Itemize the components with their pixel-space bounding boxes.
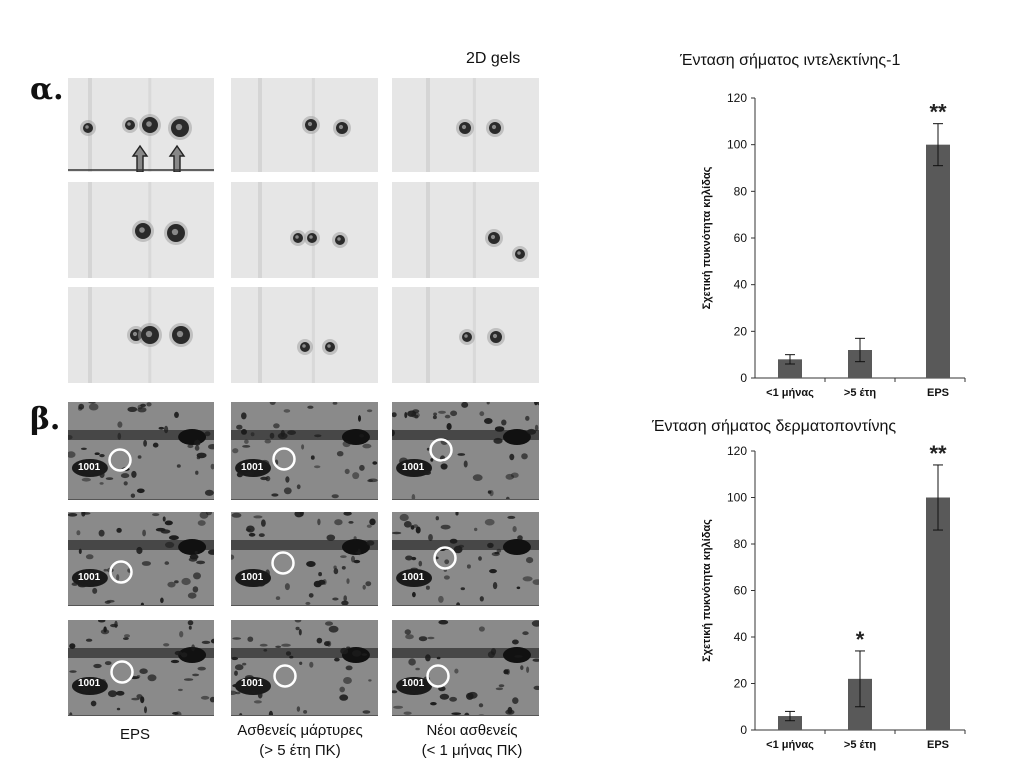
error-bar <box>933 123 943 167</box>
chart-intelectin: 0 20 40 60 80 100 120 <1 μήνας >5 έτη EPS ** Σχετικ… <box>701 91 966 399</box>
y-tick-label: 80 <box>734 537 748 551</box>
error-bar <box>855 650 865 708</box>
gel-panel-alpha <box>68 78 214 172</box>
bar <box>926 144 950 378</box>
x-category-label: EPS <box>927 739 949 751</box>
gel-panel-alpha <box>231 287 378 383</box>
y-tick-label: 120 <box>727 444 747 458</box>
gel-panel-alpha <box>68 182 214 278</box>
gel-panel-alpha <box>68 287 214 383</box>
gel-panel-beta <box>68 402 214 500</box>
arrow-up-icon <box>168 144 186 172</box>
y-tick-label: 60 <box>734 231 748 245</box>
y-tick-label: 20 <box>734 677 748 691</box>
col-label-eps: EPS <box>119 726 150 743</box>
spot-highlight-circle <box>433 546 457 570</box>
spot-id-label: 1001 <box>241 572 264 583</box>
error-bar <box>855 337 865 363</box>
spot-id-label: 1001 <box>402 678 425 689</box>
bar <box>926 497 950 730</box>
bar <box>778 716 802 730</box>
gel-panel-beta <box>231 512 378 606</box>
section-a-label: α. <box>30 72 64 107</box>
y-tick-label: 40 <box>734 278 748 292</box>
y-tick-label: 100 <box>727 138 747 152</box>
gel-panel-beta <box>392 512 539 606</box>
col-label-controls-line2: (> 5 έτη ΠΚ) <box>259 742 341 759</box>
chart1-title: Ένταση σήματος ιντελεκτίνης-1 <box>680 52 901 69</box>
significance-marker: ** <box>929 100 947 125</box>
gel-panel-alpha <box>392 182 539 278</box>
y-tick-label: 0 <box>740 723 747 737</box>
significance-marker: ** <box>929 441 947 466</box>
gel-panel-alpha <box>392 78 539 172</box>
spot-highlight-circle <box>429 438 453 462</box>
col-label-new-line1: Νέοι ασθενείς <box>426 722 518 739</box>
gel-panel-beta <box>68 620 214 716</box>
gel-panel-beta <box>392 402 539 500</box>
spot-highlight-circle <box>110 660 134 684</box>
spot-highlight-circle <box>426 664 450 688</box>
y-axis-label: Σχετική πυκνότητα κηλίδας <box>701 166 713 309</box>
spot-id-label: 1001 <box>241 462 264 473</box>
bar <box>778 359 802 378</box>
col-label-controls-line1: Ασθενείς μάρτυρες <box>237 722 363 739</box>
spot-id-label: 1001 <box>402 572 425 583</box>
error-bar <box>785 354 795 365</box>
gel-panel-beta <box>68 512 214 606</box>
chart2-title: Ένταση σήματος δερματοποντίνης <box>652 418 897 435</box>
spot-highlight-circle <box>273 664 297 688</box>
y-axis-label: Σχετική πυκνότητα κηλίδας <box>701 519 713 662</box>
gels-title: 2D gels <box>466 50 521 67</box>
gel-panel-beta <box>231 402 378 500</box>
y-tick-label: 40 <box>734 630 748 644</box>
gel-panel-alpha <box>231 78 378 172</box>
x-category-label: EPS <box>927 387 949 399</box>
y-tick-label: 20 <box>734 324 748 338</box>
spot-id-label: 1001 <box>402 462 425 473</box>
x-category-label: >5 έτη <box>844 739 876 751</box>
gel-panel-alpha <box>392 287 539 383</box>
spot-highlight-circle <box>109 560 133 584</box>
spot-id-label: 1001 <box>241 678 264 689</box>
x-category-label: <1 μήνας <box>766 387 814 399</box>
error-bar <box>785 710 795 722</box>
y-tick-label: 100 <box>727 491 747 505</box>
spot-id-label: 1001 <box>78 462 101 473</box>
chart-dermatopontin: 0 20 40 60 80 100 120 <1 μήνας >5 έτη * EPS ** Σχετι… <box>701 441 966 751</box>
y-tick-label: 0 <box>740 371 747 385</box>
spot-highlight-circle <box>272 447 296 471</box>
y-tick-label: 120 <box>727 91 747 105</box>
arrow-up-icon <box>131 144 149 172</box>
spot-id-label: 1001 <box>78 678 101 689</box>
gel-panel-alpha <box>231 182 378 278</box>
spot-highlight-circle <box>271 551 295 575</box>
section-b-label: β. <box>30 402 61 437</box>
spot-id-label: 1001 <box>78 572 101 583</box>
error-bar <box>933 464 943 531</box>
y-tick-label: 60 <box>734 584 748 598</box>
y-tick-label: 80 <box>734 184 748 198</box>
col-label-new-line2: (< 1 μήνας ΠΚ) <box>421 742 523 759</box>
x-category-label: >5 έτη <box>844 387 876 399</box>
significance-marker: * <box>856 627 865 652</box>
gel-panel-beta <box>231 620 378 716</box>
spot-highlight-circle <box>108 448 132 472</box>
gel-panel-beta <box>392 620 539 716</box>
x-category-label: <1 μήνας <box>766 739 814 751</box>
